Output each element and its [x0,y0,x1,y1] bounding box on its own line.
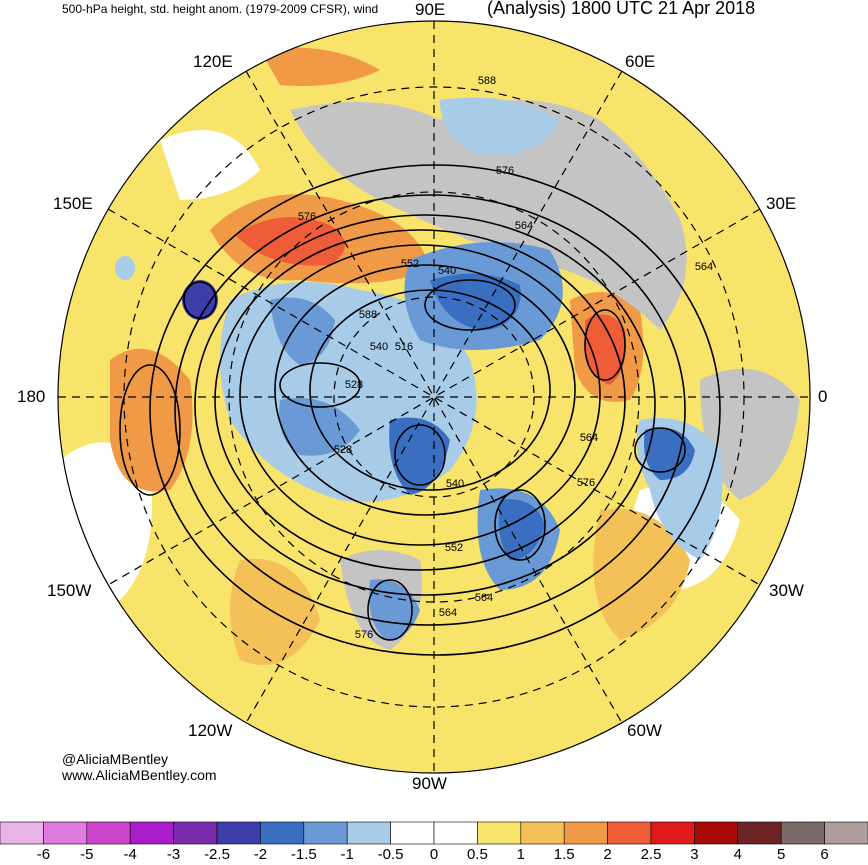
cold-anomaly [182,280,218,320]
map-title: 500-hPa height, std. height anom. (1979-… [62,2,379,16]
colorbar-tick-label: 5 [777,846,786,863]
colorbar-tick-label: -1 [340,846,354,863]
cold-anomaly [440,97,560,156]
lon-label-150w: 150W [47,581,92,600]
contour-label: 588 [359,309,377,321]
warm-anomaly [230,558,320,665]
lon-label-90e: 90E [415,0,446,19]
colorbar-swatch [173,821,218,845]
colorbar-swatch [303,821,348,845]
contour-label: 564 [580,432,598,444]
colorbar-swatch [607,821,652,845]
colorbar-swatch [563,821,608,845]
colorbar-tick-label: -5 [80,846,94,863]
colorbar-swatch [650,821,695,845]
colorbar-tick-label: -3 [166,846,181,863]
colorbar-tick-label: -6 [36,846,51,863]
height-contours [119,164,721,656]
contour-label: 552 [445,542,463,554]
contour-label: 540 [370,341,388,353]
contour-label: 540 [438,265,456,277]
colorbar-swatch [0,821,44,845]
colorbar [0,821,868,845]
lon-label-60e: 60E [625,52,656,71]
warm-anomaly [593,508,690,640]
colorbar-swatch [346,821,391,845]
polar-map: 588 576 576 564 552 540 564 588 540 516 528 528 564 5… [57,20,811,774]
land-mask [700,368,800,500]
colorbar-tick-label: 4 [733,846,742,863]
analysis-time: (Analysis) 1800 UTC 21 Apr 2018 [487,0,756,18]
contour-label: 528 [334,444,352,456]
anomaly-field [58,21,810,773]
cold-anomaly [115,256,135,280]
colorbar-tick-label: -2 [253,846,268,863]
lon-label-60w: 60W [627,721,662,740]
contour-label: 576 [577,477,595,489]
colorbar-tick-label: -2.5 [204,846,230,863]
cold-anomaly [498,499,545,560]
lon-label-120w: 120W [188,721,233,740]
warm-anomaly [260,47,380,86]
cold-anomaly [270,297,335,365]
lon-label-180: 180 [17,387,46,406]
colorbar-tick-label: 6 [820,846,829,863]
colorbar-tick-label: 2 [603,846,612,863]
graticule [58,21,810,773]
author-website: www.AliciaMBentley.com [62,767,217,783]
colorbar-swatch [694,821,739,845]
colorbar-swatch [129,821,174,845]
land-mask [290,100,687,330]
colorbar-swatch [824,821,868,845]
colorbar-swatch [216,821,261,845]
contour-label: 576 [496,165,514,177]
colorbar-tick-label: -1.5 [290,846,317,863]
warm-anomaly [585,314,626,385]
contour-label: 516 [395,341,413,353]
contour-labels: 588 576 576 564 552 540 564 588 540 516 528 528 564 5… [298,75,713,641]
colorbar-tick-label: -0.5 [377,846,404,863]
colorbar-swatch [390,821,435,845]
lon-label-0: 0 [818,387,828,406]
lon-label-30e: 30E [766,194,797,213]
cold-anomaly [430,273,521,330]
neutral-patch [160,130,260,200]
contour-label: 564 [695,261,713,273]
contour-label: 540 [446,478,464,490]
contour-label: 576 [355,629,373,641]
map-boundary [57,20,811,774]
colorbar-tick-label: 1.5 [553,846,575,863]
lon-label-150e: 150E [53,194,93,213]
colorbar-tick-label: -4 [123,846,137,863]
colorbar-swatch [260,821,305,845]
colorbar-swatch [477,821,522,845]
colorbar-swatch [86,821,131,845]
cold-anomaly [389,417,450,495]
contour-label: 588 [478,75,496,87]
contour-label: 528 [345,379,363,391]
contour-label: 552 [401,258,419,270]
colorbar-tick-label: 0 [429,846,439,863]
colorbar-swatch [780,821,825,845]
colorbar-tick-label: 0.5 [466,846,488,863]
colorbar-swatch [43,821,88,845]
contour-label: 564 [515,220,533,232]
colorbar-tick-label: 3 [690,846,699,863]
contour-label: 576 [298,211,316,223]
lon-label-30w: 30W [769,581,804,600]
colorbar-tick-label: 1 [516,846,525,863]
colorbar-tick-label: 2.5 [640,846,662,863]
colorbar-swatch [737,821,782,845]
lon-label-90w: 90W [412,774,447,793]
lon-label-120e: 120E [193,52,233,71]
cold-anomaly [279,398,360,456]
author-handle: @AliciaMBentley [62,751,169,767]
contour-label: 564 [475,592,493,604]
colorbar-swatch [433,821,478,845]
contour-label: 564 [439,607,457,619]
colorbar-swatch [520,821,565,845]
